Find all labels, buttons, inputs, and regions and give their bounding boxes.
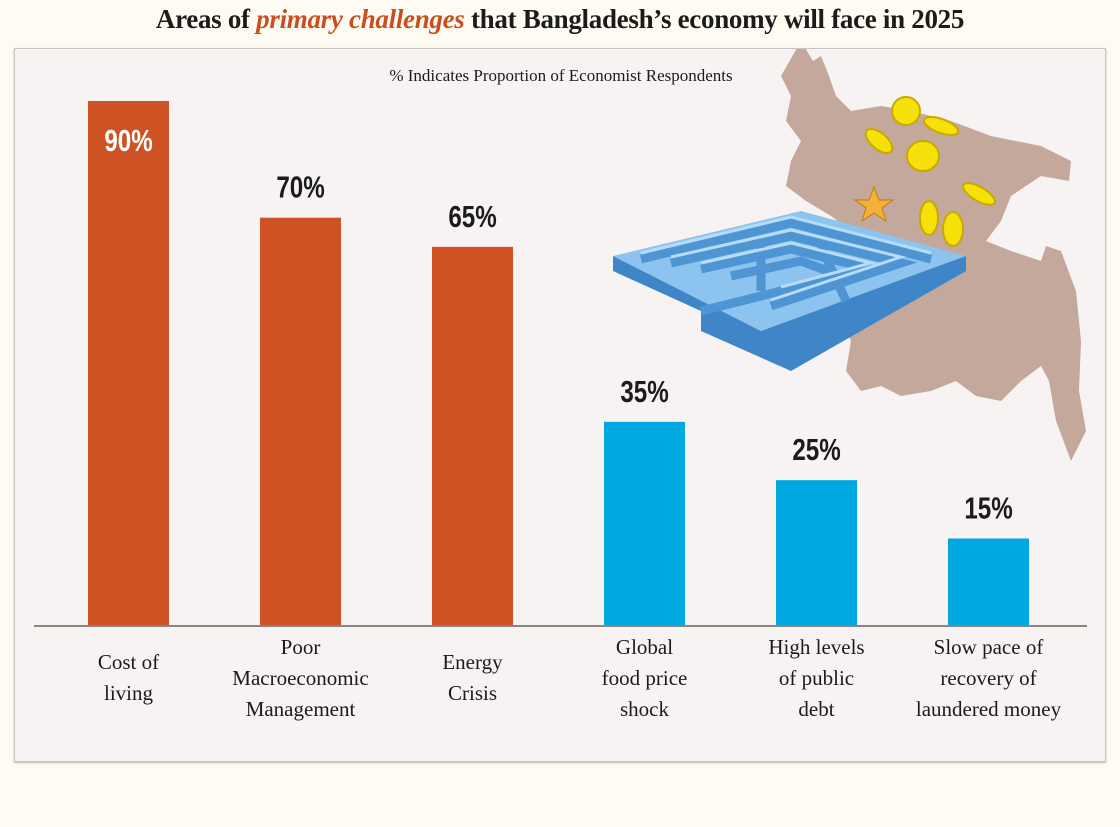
bar-5 <box>948 538 1029 626</box>
category-label: of public <box>779 666 854 690</box>
bar-0 <box>88 101 169 626</box>
bar-chart: % Indicates Proportion of Economist Resp… <box>34 49 1087 721</box>
bar-1 <box>260 217 341 626</box>
bar-3 <box>604 421 685 626</box>
value-label: 15% <box>964 491 1012 526</box>
category-label: Global <box>616 635 673 659</box>
category-label: shock <box>620 697 669 721</box>
coin-icons <box>864 96 996 247</box>
bangladesh-map-illustration <box>613 49 1086 461</box>
value-label: 35% <box>620 374 668 409</box>
category-label: laundered money <box>916 697 1062 721</box>
category-label: recovery of <box>940 666 1036 690</box>
category-label: Energy <box>442 650 503 674</box>
category-label: food price <box>602 666 688 690</box>
category-label: debt <box>798 697 834 721</box>
maze-illustration <box>613 211 966 371</box>
value-label: 70% <box>276 170 324 205</box>
bar-2 <box>432 246 513 627</box>
value-label: 25% <box>792 432 840 467</box>
value-label: 65% <box>448 199 496 234</box>
title-part: Areas of <box>155 4 257 34</box>
category-label: living <box>104 681 154 705</box>
category-label: Management <box>246 697 356 721</box>
bar-4 <box>776 480 857 626</box>
category-label: Crisis <box>448 681 497 705</box>
category-label: Macroeconomic <box>232 666 368 690</box>
category-label: High levels <box>768 635 864 659</box>
title-part: that Bangladesh’s economy will face in 2… <box>464 4 965 34</box>
title-highlight: primary challenges <box>256 4 465 34</box>
chart-subtitle: % Indicates Proportion of Economist Resp… <box>389 66 732 85</box>
chart-panel: % Indicates Proportion of Economist Resp… <box>14 48 1106 762</box>
category-label: Slow pace of <box>934 635 1044 659</box>
value-label: 90% <box>104 123 152 158</box>
category-label: Poor <box>281 635 321 659</box>
chart-title: Areas of primary challenges that Banglad… <box>0 4 1120 35</box>
category-label: Cost of <box>98 650 159 674</box>
